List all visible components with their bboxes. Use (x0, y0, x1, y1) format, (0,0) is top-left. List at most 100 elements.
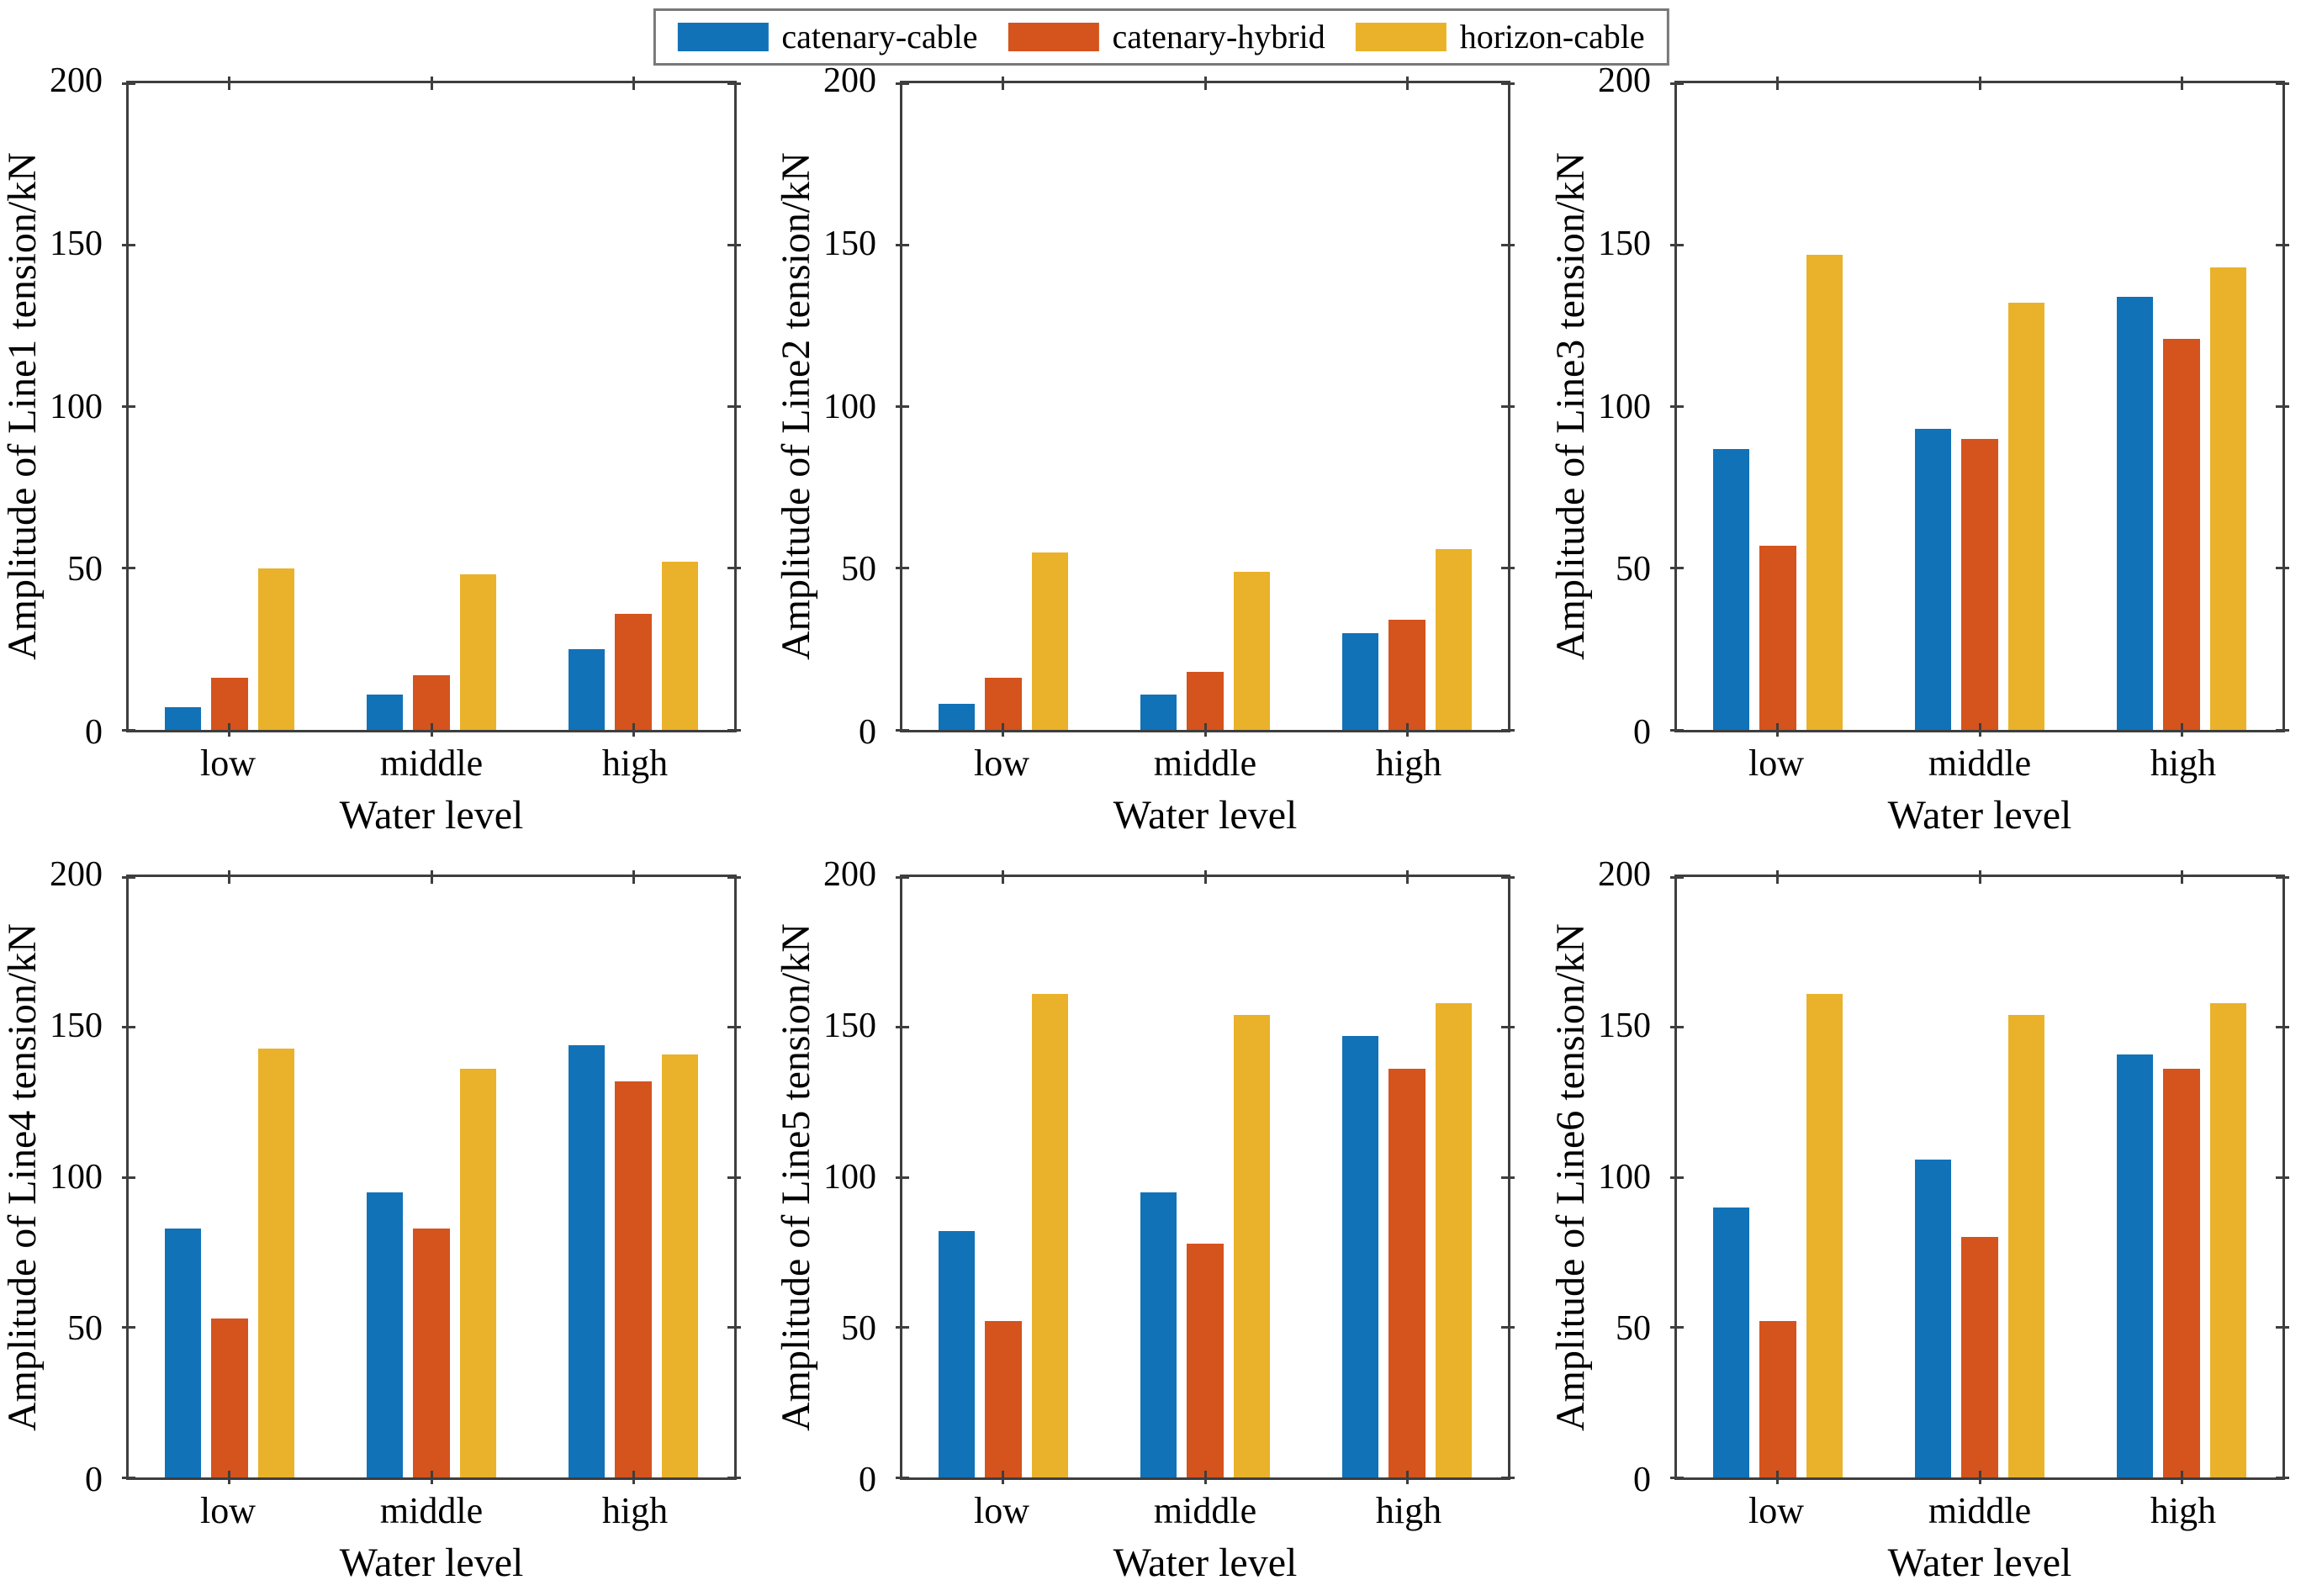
bars (902, 877, 1508, 1477)
bar-catenary-hybrid (211, 678, 248, 730)
y-tick-mark (2276, 1176, 2289, 1179)
x-tick-mark (228, 723, 231, 737)
x-category-labels: low middle high (1674, 1493, 2285, 1541)
x-axis-label: Water level (339, 1541, 524, 1585)
y-tick-label: 50 (1616, 1309, 1651, 1348)
y-tick-mark (727, 875, 741, 879)
y-tick-mark (727, 405, 741, 408)
x-tick-mark (1002, 870, 1005, 884)
x-category-labels: low middle high (900, 745, 1510, 794)
plot-area (896, 870, 1515, 1484)
x-category-label: low (1748, 1490, 1804, 1531)
x-tick-mark (1405, 870, 1409, 884)
axis-ticks (1670, 870, 2289, 1484)
y-tick-mark (1501, 1326, 1515, 1329)
bar-horizon-cable (1435, 1002, 1473, 1477)
x-tick-mark (1405, 1471, 1409, 1484)
y-tick-mark (122, 567, 135, 570)
y-tick-mark (896, 243, 909, 246)
y-tick-mark (1501, 567, 1515, 570)
y-tick-mark (727, 1476, 741, 1479)
x-tick-mark (1776, 1471, 1780, 1484)
x-tick-mark (1203, 870, 1207, 884)
y-tick-labels: 0 50 100 150 200 (1548, 857, 1663, 1498)
bar-catenary-cable (1140, 694, 1177, 730)
y-tick-mark (896, 1176, 909, 1179)
x-category-label: high (2150, 743, 2217, 784)
x-tick-mark (1203, 723, 1207, 737)
bar-catenary-cable (1140, 1192, 1177, 1477)
y-tick-label: 150 (1598, 1007, 1651, 1045)
legend-label: catenary-hybrid (1112, 18, 1325, 55)
bar-horizon-cable (2209, 267, 2247, 730)
plot-area (122, 77, 741, 737)
plot-area (896, 77, 1515, 737)
bar-catenary-cable (1712, 448, 1750, 730)
x-tick-mark (1002, 1471, 1005, 1484)
bar-horizon-cable (661, 562, 699, 730)
bar-horizon-cable (1031, 994, 1069, 1477)
x-axis-label: Water level (1113, 1541, 1298, 1585)
bar-catenary-hybrid (2163, 1069, 2200, 1477)
charts-grid: Amplitude of Line1 tension/kN 0 50 100 150 2… (0, 63, 2322, 1596)
bar-catenary-hybrid (2163, 338, 2200, 730)
y-tick-mark (727, 1026, 741, 1028)
y-tick-label: 150 (823, 1007, 876, 1045)
x-category-label: middle (1928, 1490, 2032, 1531)
y-tick-label: 0 (85, 713, 103, 752)
bar-catenary-hybrid (1759, 1321, 1796, 1477)
y-tick-labels: 0 50 100 150 200 (774, 63, 888, 750)
bar-horizon-cable (459, 574, 497, 730)
x-category-label: high (601, 743, 669, 784)
bars (129, 83, 734, 730)
bar-catenary-hybrid (1961, 438, 1998, 730)
plot-area (1670, 870, 2289, 1484)
y-tick-mark (122, 1326, 135, 1329)
y-tick-mark (1670, 1026, 1684, 1028)
bar-catenary-cable (366, 1192, 404, 1477)
y-tick-label: 200 (1598, 61, 1651, 100)
x-tick-mark (632, 1471, 635, 1484)
bar-catenary-hybrid (1388, 1069, 1425, 1477)
x-tick-mark (632, 723, 635, 737)
x-category-labels: low middle high (900, 1493, 1510, 1541)
subplot-line6: Amplitude of Line6 tension/kN 0 50 100 150 2… (1548, 835, 2322, 1596)
y-tick-label: 50 (67, 550, 103, 589)
bar-catenary-cable (164, 1228, 202, 1477)
bar-catenary-cable (366, 694, 404, 730)
bar-horizon-cable (257, 1048, 295, 1477)
y-tick-mark (896, 875, 909, 879)
y-tick-mark (1501, 405, 1515, 408)
x-axis-label: Water level (1113, 793, 1298, 838)
x-tick-mark (1978, 723, 1981, 737)
catenary-cable-swatch-icon (677, 23, 769, 51)
bar-catenary-hybrid (413, 674, 450, 730)
bar-catenary-hybrid (211, 1318, 248, 1477)
bar-catenary-hybrid (615, 1081, 652, 1477)
y-tick-mark (2276, 1026, 2289, 1028)
bar-catenary-hybrid (985, 1321, 1022, 1477)
bar-catenary-cable (938, 1231, 976, 1477)
y-tick-label: 0 (859, 1461, 876, 1499)
legend-label: horizon-cable (1459, 18, 1645, 55)
y-tick-mark (727, 1176, 741, 1179)
bar-horizon-cable (661, 1054, 699, 1477)
y-tick-label: 200 (1598, 855, 1651, 894)
legend: catenary-cable catenary-hybrid horizon-c… (653, 8, 1669, 66)
y-tick-mark (1501, 82, 1515, 85)
bars (129, 877, 734, 1477)
y-tick-mark (727, 1326, 741, 1329)
x-tick-mark (430, 723, 433, 737)
catenary-hybrid-swatch-icon (1008, 23, 1099, 51)
x-tick-mark (1978, 1471, 1981, 1484)
y-tick-mark (2276, 1476, 2289, 1479)
y-tick-mark (896, 1326, 909, 1329)
y-tick-mark (1670, 1476, 1684, 1479)
x-tick-mark (1405, 77, 1409, 90)
bar-catenary-hybrid (413, 1228, 450, 1477)
y-tick-mark (896, 1476, 909, 1479)
y-tick-label: 100 (50, 1158, 103, 1197)
y-tick-mark (2276, 875, 2289, 879)
x-category-label: high (1375, 1490, 1442, 1531)
